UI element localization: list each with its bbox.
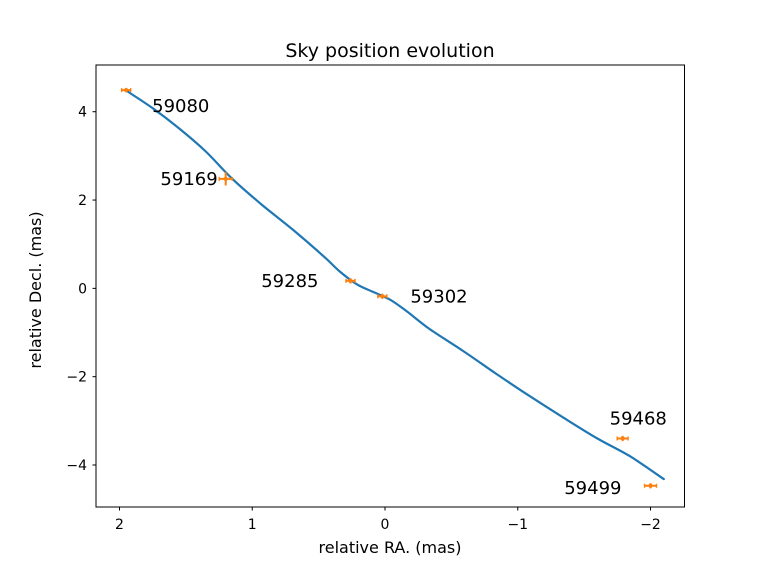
y-tick-label-−4: −4 (66, 458, 87, 474)
point-label-59080: 59080 (152, 96, 209, 117)
y-tick-label-2: 2 (78, 193, 87, 209)
annotations-layer: 59080 59169 59285 59302 59468 59499 (152, 96, 667, 499)
errorbar-marker-59468 (616, 435, 629, 442)
errorbar-marker-59499 (643, 483, 658, 489)
y-tick-label-0: 0 (78, 281, 87, 297)
x-tick-label-2: 2 (115, 517, 124, 533)
x-tick-label-−2: −2 (640, 517, 661, 533)
observations-layer (120, 87, 658, 489)
data-point (223, 176, 228, 181)
errorbar-marker-59285 (345, 278, 356, 284)
point-label-59302: 59302 (410, 286, 467, 307)
y-tick-label-4: 4 (78, 105, 87, 121)
data-point (620, 436, 625, 441)
x-axis-label: relative RA. (mas) (319, 538, 462, 557)
point-label-59468: 59468 (610, 409, 667, 430)
point-label-59499: 59499 (564, 478, 621, 499)
y-tick-label-−2: −2 (66, 370, 87, 386)
model-curve-layer (125, 89, 665, 481)
point-label-59285: 59285 (261, 271, 318, 292)
axis-ticks-layer: 2 1 0 −1 −2 4 2 0 −2 −4 (66, 105, 660, 533)
errorbar-marker-59080 (120, 87, 132, 93)
model-curve (125, 89, 665, 481)
errorbar-marker-59302 (377, 293, 388, 299)
x-tick-label-0: 0 (381, 517, 390, 533)
axes-frame (95, 64, 685, 508)
x-tick-label-−1: −1 (507, 517, 528, 533)
data-point (348, 278, 353, 283)
chart-title: Sky position evolution (285, 40, 494, 62)
point-label-59169: 59169 (160, 169, 217, 190)
y-axis-label: relative Decl. (mas) (26, 211, 45, 368)
errorbar-marker-59169 (218, 172, 233, 186)
data-point (124, 87, 129, 93)
data-point (648, 483, 653, 488)
x-tick-label-1: 1 (248, 517, 257, 533)
data-point (380, 294, 385, 299)
